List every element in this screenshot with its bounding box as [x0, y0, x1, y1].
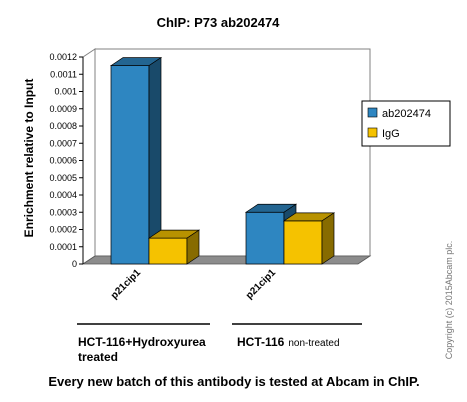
x-tick-labels: p21cip1 p21cip1 [109, 267, 278, 301]
y-tick-label: 0.0004 [49, 190, 77, 200]
bar-ab202474-1 [109, 56, 163, 265]
group-label-2-main: HCT-116 [237, 335, 285, 349]
group-label-1-main: HCT-116+Hydroxyurea [78, 335, 206, 349]
group-labels: HCT-116+Hydroxyurea treated HCT-116 non-t… [77, 323, 362, 364]
group-label-2: HCT-116 non-treated [237, 335, 340, 349]
axes: 0 0.0001 0.0002 0.0003 0.0004 0.0005 0.0006 0.0… [49, 48, 372, 269]
bars-group [109, 56, 336, 265]
legend-swatch-igg [367, 127, 378, 138]
y-tick-label: 0.0002 [49, 225, 77, 235]
legend: ab202474 IgG [361, 100, 451, 147]
y-tick-label: 0.001 [54, 87, 77, 97]
bar-front [283, 220, 323, 265]
bar-igg-2 [282, 212, 336, 265]
footer-note: Every new batch of this antibody is test… [48, 374, 419, 389]
bar-igg-1 [147, 229, 201, 265]
x-tick-label: p21cip1 [109, 267, 143, 301]
bar-side [186, 229, 200, 265]
x-tick-label: p21cip1 [244, 267, 278, 301]
plot-side-wall [82, 48, 96, 265]
y-tick-label: 0.0006 [49, 156, 77, 166]
bar-side [321, 212, 335, 265]
y-tick-label: 0.0003 [49, 207, 77, 217]
legend-label-igg: IgG [382, 128, 400, 140]
y-tick-label: 0.0007 [49, 138, 77, 148]
y-tick-label: 0.0005 [49, 173, 77, 183]
bar-front [110, 65, 150, 265]
y-tick-label: 0.0001 [49, 242, 77, 252]
y-tick-label: 0.0008 [49, 121, 77, 131]
legend-swatch-ab202474 [367, 107, 378, 118]
copyright-notice: Copyright (c) 2015Abcam plc. [444, 241, 454, 360]
y-tick-label: 0.0011 [50, 69, 77, 79]
bar-front [245, 211, 285, 265]
y-tick-label: 0.0009 [49, 104, 77, 114]
legend-label-ab202474: ab202474 [382, 108, 431, 120]
chart-title: ChIP: P73 ab202474 [157, 15, 281, 30]
group-label-1-sub: treated [78, 350, 118, 364]
bar-front [148, 237, 188, 265]
y-tick-label: 0.0012 [49, 52, 77, 62]
y-axis-label: Enrichment relative to Input [22, 79, 36, 238]
group-label-2-sub: non-treated [288, 338, 339, 349]
y-tick-label: 0 [72, 259, 77, 269]
